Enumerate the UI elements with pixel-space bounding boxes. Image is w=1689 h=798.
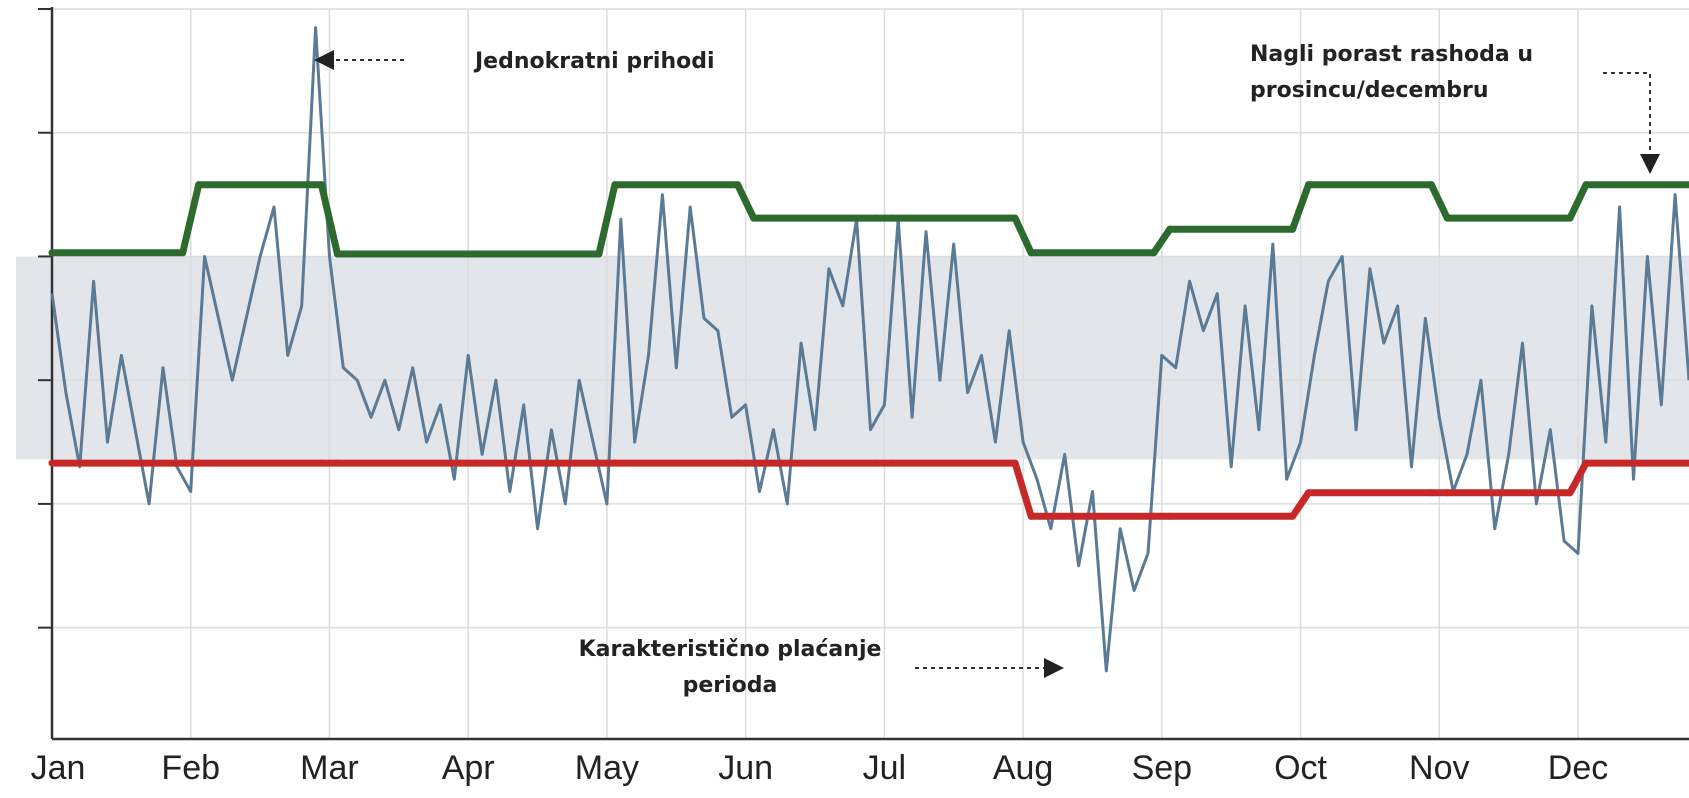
step-riser bbox=[1011, 459, 1035, 520]
step-riser bbox=[1011, 214, 1035, 257]
step-riser bbox=[734, 181, 758, 222]
series-line bbox=[50, 26, 1689, 673]
x-tick-label: Feb bbox=[161, 749, 220, 787]
x-tick-label: May bbox=[575, 749, 639, 787]
annotation-arrow bbox=[1603, 72, 1660, 174]
annotation: Nagli porast rashoda u bbox=[1250, 42, 1533, 67]
x-tick-label: Nov bbox=[1409, 749, 1469, 787]
step-riser bbox=[1566, 459, 1590, 497]
x-tick-label: Sep bbox=[1132, 749, 1193, 787]
annotation: Jednokratni prihodi bbox=[473, 49, 715, 74]
annotation: perioda bbox=[683, 673, 778, 698]
x-tick-label: Oct bbox=[1274, 749, 1327, 787]
step-riser bbox=[1150, 225, 1174, 257]
step-riser bbox=[1289, 181, 1313, 233]
step-riser bbox=[1566, 181, 1590, 222]
step-riser bbox=[595, 181, 619, 258]
x-tick-label: Mar bbox=[300, 749, 359, 787]
x-tick-label: Aug bbox=[993, 749, 1054, 787]
x-tick-label: Apr bbox=[442, 749, 495, 787]
step-riser bbox=[317, 181, 341, 258]
band bbox=[16, 256, 1689, 460]
annotation: Karakteristično plaćanje bbox=[579, 637, 882, 662]
step-riser bbox=[1427, 181, 1451, 222]
x-tick-label: Jun bbox=[718, 749, 773, 787]
x-tick-label: Jan bbox=[31, 749, 86, 787]
annotation: prosincu/decembru bbox=[1250, 78, 1489, 103]
x-tick-label: Dec bbox=[1548, 749, 1608, 787]
x-tick-label: Jul bbox=[863, 749, 906, 787]
step-riser bbox=[1289, 489, 1313, 520]
step-riser bbox=[179, 181, 203, 257]
